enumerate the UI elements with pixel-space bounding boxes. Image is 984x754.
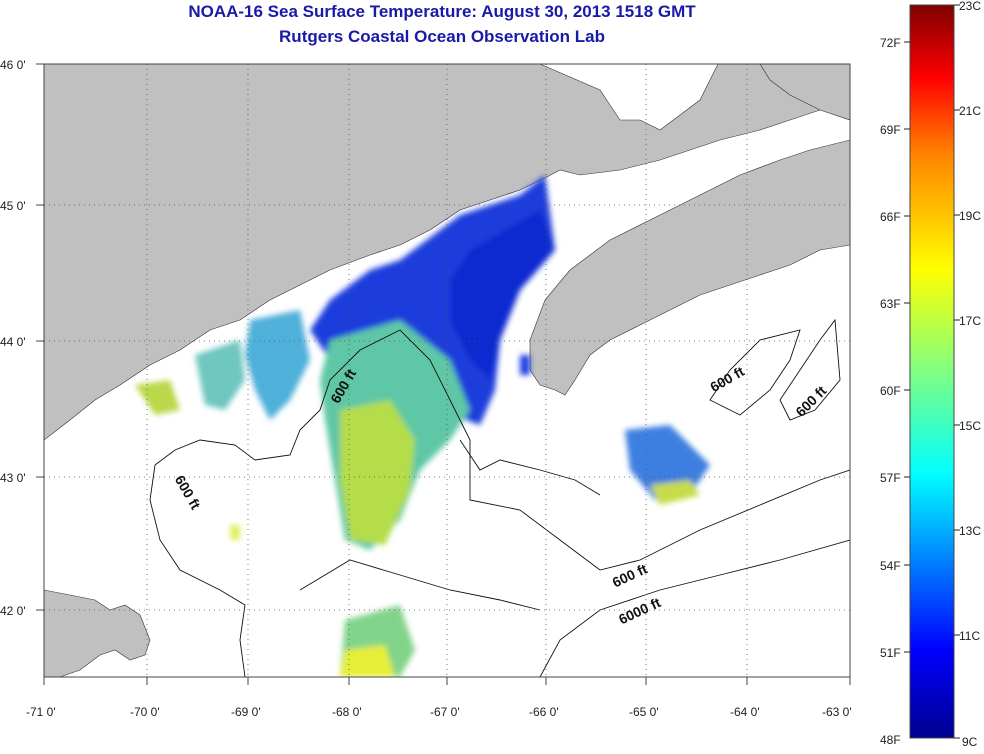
colorbar-f-label: 60F: [880, 384, 901, 398]
colorbar-f-label: 72F: [880, 36, 901, 50]
colorbar-f-label: 66F: [880, 210, 901, 224]
lon-tick: -64 0': [730, 705, 760, 719]
lon-tick: -68 0': [332, 705, 362, 719]
lat-tick: 43 0': [0, 471, 26, 485]
colorbar-f-label: 54F: [880, 559, 901, 573]
colorbar-c-label: 9C: [962, 735, 978, 749]
colorbar-f-label: 48F: [880, 733, 901, 747]
lon-tick: -63 0': [822, 705, 852, 719]
lon-tick: -65 0': [629, 705, 659, 719]
land-mainland: [44, 64, 850, 441]
land-nova-scotia: [529, 139, 850, 396]
map-title: NOAA-16 Sea Surface Temperature: August …: [188, 2, 696, 21]
colorbar-c-label: 13C: [959, 524, 981, 538]
lon-tick: -71 0': [26, 705, 56, 719]
land-northeast: [759, 64, 850, 121]
lon-tick: -67 0': [430, 705, 460, 719]
lat-tick: 44 0': [0, 335, 26, 349]
map-subtitle: Rutgers Coastal Ocean Observation Lab: [279, 27, 605, 46]
colorbar-c-label: 23C: [959, 0, 981, 13]
lat-tick: 42 0': [0, 604, 26, 618]
colorbar-c-label: 19C: [959, 209, 981, 223]
colorbar-f-label: 63F: [880, 297, 901, 311]
colorbar-f-label: 57F: [880, 471, 901, 485]
lat-tick: 46 0': [0, 58, 26, 72]
colorbar-c-label: 17C: [959, 314, 981, 328]
colorbar-c-label: 15C: [959, 419, 981, 433]
colorbar: [909, 4, 955, 739]
colorbar-f-label: 51F: [880, 646, 901, 660]
graticule: [44, 64, 850, 677]
lon-tick: -69 0': [231, 705, 261, 719]
lat-tick: 45 0': [0, 199, 26, 213]
colorbar-c-label: 11C: [959, 629, 980, 643]
lon-tick: -70 0': [130, 705, 160, 719]
land-cape-cod: [44, 589, 151, 677]
lon-tick: -66 0': [529, 705, 559, 719]
colorbar-c-label: 21C: [959, 104, 981, 118]
colorbar-f-label: 69F: [880, 123, 901, 137]
sst-data: [135, 175, 710, 677]
